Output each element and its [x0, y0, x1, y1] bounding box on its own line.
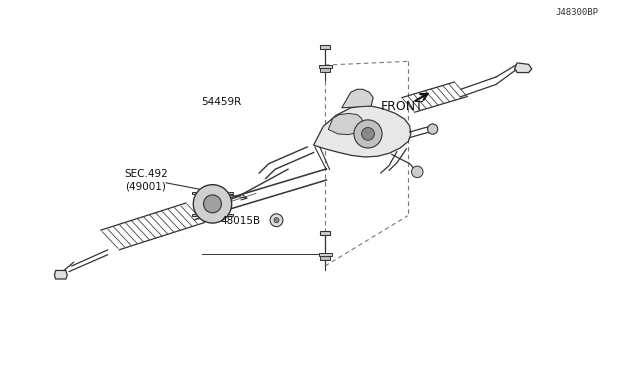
- Polygon shape: [54, 270, 67, 279]
- Text: 48015B: 48015B: [221, 217, 261, 226]
- Polygon shape: [320, 45, 330, 49]
- Circle shape: [204, 195, 221, 213]
- Polygon shape: [515, 63, 532, 73]
- Polygon shape: [192, 192, 233, 194]
- Circle shape: [412, 166, 423, 177]
- Text: 54459R: 54459R: [202, 97, 242, 107]
- Text: J48300BP: J48300BP: [556, 8, 598, 17]
- Text: FRONT: FRONT: [381, 100, 424, 112]
- Polygon shape: [319, 253, 332, 256]
- Polygon shape: [328, 113, 364, 135]
- Polygon shape: [192, 214, 233, 216]
- Polygon shape: [319, 65, 332, 68]
- Polygon shape: [342, 89, 373, 108]
- Text: SEC.492
(49001): SEC.492 (49001): [125, 169, 168, 192]
- Circle shape: [270, 214, 283, 227]
- Circle shape: [362, 128, 374, 140]
- Polygon shape: [320, 256, 330, 260]
- Polygon shape: [314, 106, 411, 157]
- Polygon shape: [320, 231, 330, 235]
- Circle shape: [274, 218, 279, 223]
- Circle shape: [428, 124, 438, 134]
- Circle shape: [354, 120, 382, 148]
- Polygon shape: [320, 68, 330, 72]
- Circle shape: [193, 185, 232, 223]
